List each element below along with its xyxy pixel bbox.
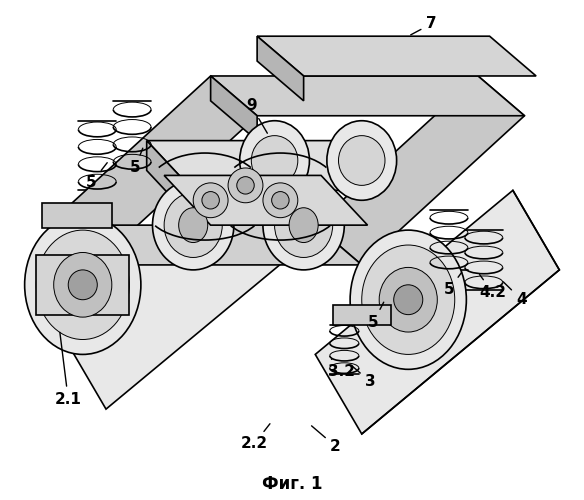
Polygon shape <box>257 36 304 101</box>
Text: 2.1: 2.1 <box>55 332 82 406</box>
Ellipse shape <box>394 285 423 314</box>
Text: Фиг. 1: Фиг. 1 <box>262 474 322 492</box>
Ellipse shape <box>36 230 129 340</box>
Text: 7: 7 <box>411 16 437 35</box>
Ellipse shape <box>25 215 141 354</box>
Text: 3.2: 3.2 <box>328 359 355 380</box>
Polygon shape <box>315 190 559 434</box>
Polygon shape <box>315 76 524 265</box>
Polygon shape <box>257 36 536 76</box>
Ellipse shape <box>350 230 467 370</box>
Text: 2.2: 2.2 <box>241 424 270 452</box>
Text: 9: 9 <box>246 98 267 133</box>
Ellipse shape <box>339 136 385 186</box>
Text: 5: 5 <box>130 148 142 176</box>
Text: 3: 3 <box>352 366 376 390</box>
Polygon shape <box>60 166 304 409</box>
Ellipse shape <box>361 245 455 354</box>
Text: 2: 2 <box>311 426 341 454</box>
Ellipse shape <box>251 136 298 186</box>
Ellipse shape <box>237 176 254 194</box>
Polygon shape <box>211 76 257 140</box>
Text: 5: 5 <box>444 272 462 297</box>
Text: 4: 4 <box>503 282 527 307</box>
Polygon shape <box>147 140 193 220</box>
Ellipse shape <box>164 193 223 258</box>
FancyBboxPatch shape <box>333 304 391 324</box>
Polygon shape <box>211 76 524 116</box>
Ellipse shape <box>274 193 333 258</box>
Polygon shape <box>164 176 367 225</box>
Text: 5: 5 <box>368 302 384 330</box>
Ellipse shape <box>272 192 289 209</box>
Ellipse shape <box>152 180 234 270</box>
Polygon shape <box>48 76 257 265</box>
Ellipse shape <box>228 168 263 203</box>
Ellipse shape <box>54 252 112 317</box>
Ellipse shape <box>239 120 310 200</box>
Ellipse shape <box>289 208 318 242</box>
Ellipse shape <box>202 192 220 209</box>
FancyBboxPatch shape <box>42 203 112 228</box>
Ellipse shape <box>379 268 437 332</box>
Ellipse shape <box>193 183 228 218</box>
Text: 5: 5 <box>86 162 107 190</box>
Ellipse shape <box>263 180 345 270</box>
Ellipse shape <box>263 183 298 218</box>
FancyBboxPatch shape <box>36 255 129 314</box>
Ellipse shape <box>68 270 98 300</box>
Polygon shape <box>48 225 361 265</box>
Ellipse shape <box>327 120 397 200</box>
Polygon shape <box>147 140 385 190</box>
Text: 4.2: 4.2 <box>479 274 506 300</box>
Ellipse shape <box>179 208 208 242</box>
Polygon shape <box>48 225 95 290</box>
